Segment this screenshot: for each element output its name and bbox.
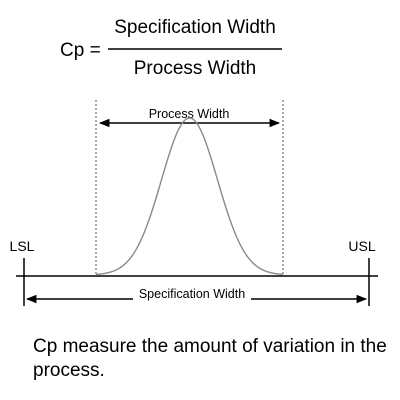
formula-numerator: Specification Width <box>114 17 276 38</box>
formula-denominator: Process Width <box>134 58 256 79</box>
spec-width-label-bg <box>133 286 251 302</box>
bell-curve <box>95 117 284 276</box>
caption-text: Cp measure the amount of variation in th… <box>33 336 387 381</box>
process-width-label: Process Width <box>149 107 230 121</box>
usl-label: USL <box>348 238 375 254</box>
spec-width-label: Specification Width <box>139 287 245 301</box>
lsl-label: LSL <box>10 238 35 254</box>
formula-lhs: Cp = <box>60 40 101 61</box>
